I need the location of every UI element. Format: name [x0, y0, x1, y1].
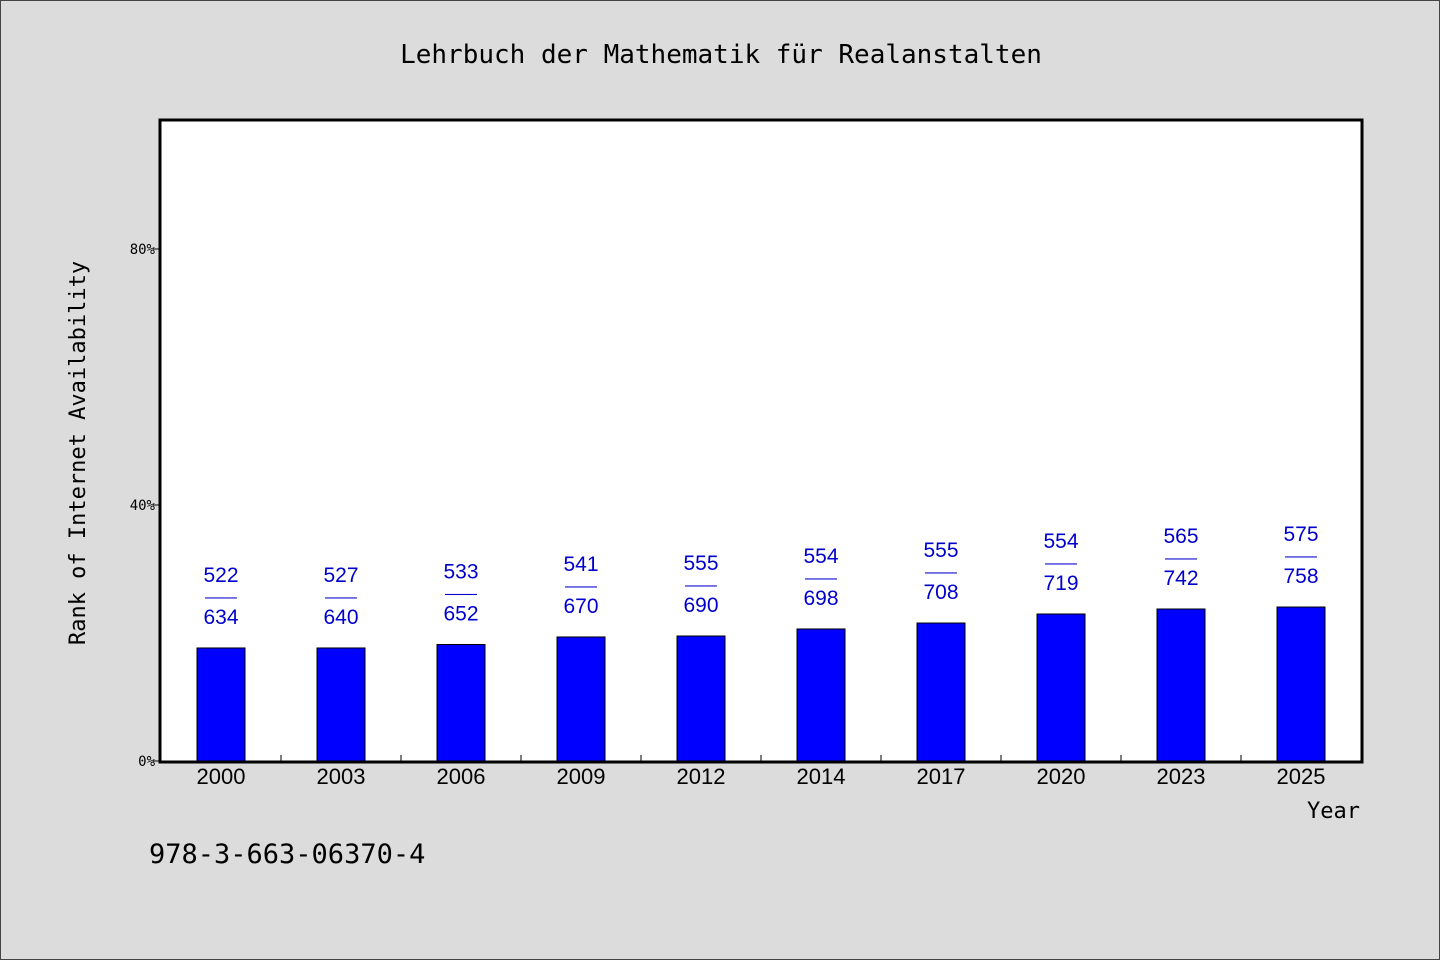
x-axis: 2000 2003 2006 2009 2012 2014 2017 2020 2023 2025 — [197, 755, 1326, 789]
data-label-separator: —— — [1045, 555, 1077, 572]
bar — [796, 628, 846, 762]
data-label-separator: —— — [925, 564, 957, 581]
bar — [1036, 613, 1086, 762]
data-label-separator: —— — [1285, 548, 1317, 565]
data-label-denominator: 719 — [1043, 572, 1078, 595]
data-label-numerator: 555 — [683, 552, 718, 575]
data-label-denominator: 640 — [323, 606, 358, 629]
bar — [1156, 608, 1206, 762]
data-label-separator: —— — [1165, 550, 1197, 567]
x-tick-label: 2023 — [1157, 764, 1206, 789]
data-label-numerator: 522 — [203, 564, 238, 587]
data-label-numerator: 565 — [1163, 525, 1198, 548]
data-label-separator: —— — [565, 578, 597, 595]
data-label-denominator: 634 — [203, 606, 238, 629]
x-tick-label: 2003 — [317, 764, 366, 789]
data-label-numerator: 541 — [563, 553, 598, 576]
y-axis: 0% 40% 80% — [130, 242, 161, 770]
x-tick-label: 2012 — [677, 764, 726, 789]
data-label-denominator: 742 — [1163, 567, 1198, 590]
data-label-separator: —— — [805, 570, 837, 587]
data-label-denominator: 652 — [443, 603, 478, 626]
data-label-numerator: 527 — [323, 564, 358, 587]
bar — [556, 636, 606, 762]
x-tick-label: 2006 — [437, 764, 486, 789]
data-label-denominator: 708 — [923, 581, 958, 604]
isbn-text: 978-3-663-06370-4 — [149, 839, 425, 870]
data-label-numerator: 554 — [803, 545, 838, 568]
x-axis-label: Year — [1307, 799, 1360, 824]
chart-title: Lehrbuch der Mathematik für Realanstalte… — [400, 40, 1042, 70]
bar — [1276, 606, 1326, 762]
data-label-separator: —— — [445, 586, 477, 603]
data-label-numerator: 533 — [443, 561, 478, 584]
bar — [676, 635, 726, 762]
data-label-numerator: 555 — [923, 539, 958, 562]
bar-series — [196, 606, 1326, 762]
y-tick-label: 80% — [130, 242, 156, 258]
bar — [196, 647, 246, 762]
data-label-separator: —— — [205, 589, 237, 606]
data-label-denominator: 698 — [803, 587, 838, 610]
data-label-denominator: 670 — [563, 595, 598, 618]
bar — [316, 647, 366, 762]
x-tick-label: 2009 — [557, 764, 606, 789]
data-labels: 522——634527——640533——652541——670555——690… — [203, 523, 1318, 629]
x-tick-label: 2000 — [197, 764, 246, 789]
y-tick-label: 40% — [130, 498, 156, 514]
bar — [916, 622, 966, 762]
y-axis-label: Rank of Internet Availability — [66, 261, 91, 645]
data-label-denominator: 758 — [1283, 565, 1318, 588]
x-tick-label: 2014 — [797, 764, 846, 789]
x-tick-label: 2017 — [917, 764, 966, 789]
bar — [436, 644, 486, 762]
data-label-denominator: 690 — [683, 594, 718, 617]
data-label-separator: —— — [685, 577, 717, 594]
x-tick-label: 2020 — [1037, 764, 1086, 789]
x-tick-label: 2025 — [1277, 764, 1326, 789]
y-tick-label: 0% — [138, 754, 155, 770]
data-label-numerator: 554 — [1043, 530, 1078, 553]
data-label-numerator: 575 — [1283, 523, 1318, 546]
data-label-separator: —— — [325, 589, 357, 606]
